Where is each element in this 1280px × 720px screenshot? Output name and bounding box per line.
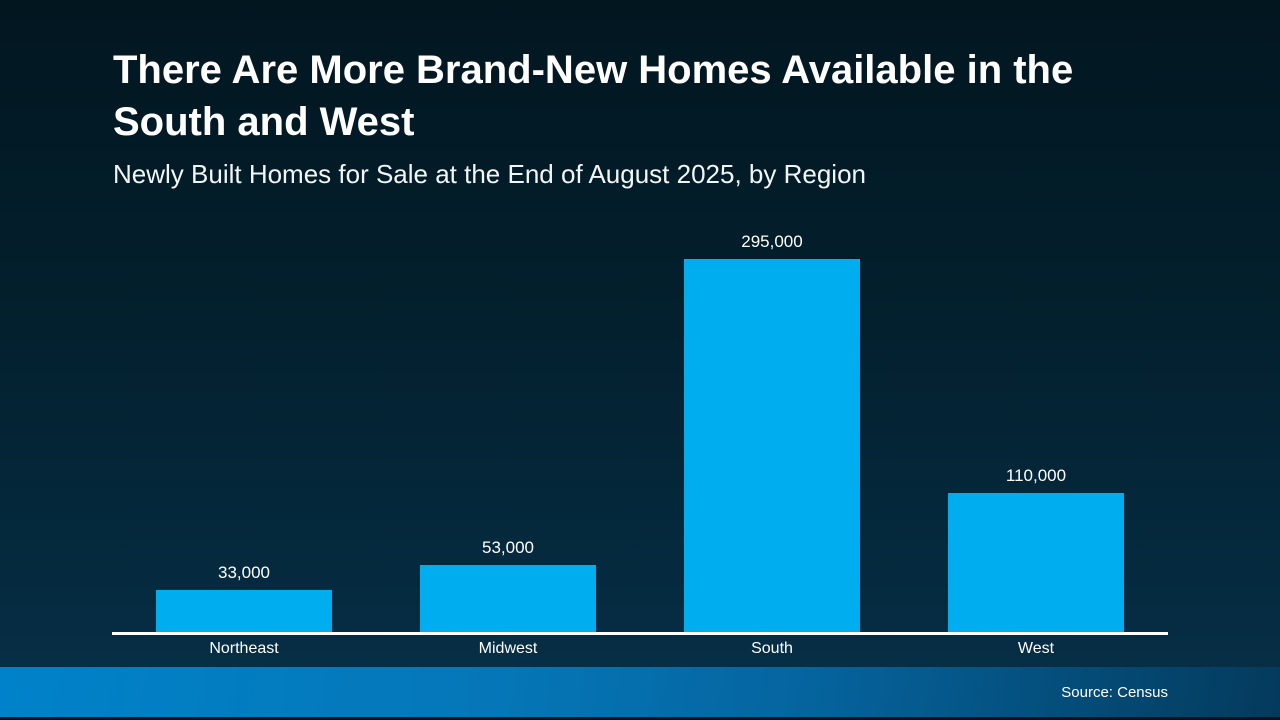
bar-value-label: 295,000 xyxy=(741,232,803,251)
bar-value-label: 53,000 xyxy=(482,538,534,557)
chart-title-line2: South and West xyxy=(113,100,415,144)
chart-subtitle: Newly Built Homes for Sale at the End of… xyxy=(113,159,866,189)
source-credit: Source: Census xyxy=(1061,683,1168,701)
x-axis-category-labels: Northeast Midwest South West xyxy=(112,640,1168,658)
chart-title: There Are More Brand-New Homes Available… xyxy=(113,44,1173,148)
chart-header: There Are More Brand-New Homes Available… xyxy=(113,44,1173,190)
bar-value-label: 33,000 xyxy=(218,563,270,582)
bar-column-west: 110,000 xyxy=(904,466,1168,632)
footer: Source: Census xyxy=(0,667,1280,720)
bar-west xyxy=(948,493,1124,632)
bar-column-south: 295,000 xyxy=(640,232,904,632)
bar-chart-plot-area: 33,000 53,000 295,000 110,000 xyxy=(112,200,1168,635)
bar-column-midwest: 53,000 xyxy=(376,538,640,632)
x-axis-label-midwest: Midwest xyxy=(478,640,538,657)
bar-south xyxy=(684,259,860,632)
bar-column-northeast: 33,000 xyxy=(112,563,376,632)
x-axis-label-south: South xyxy=(751,640,793,657)
chart-title-line1: There Are More Brand-New Homes Available… xyxy=(113,48,1074,92)
x-axis-label-northeast: Northeast xyxy=(209,640,279,657)
bar-value-label: 110,000 xyxy=(1005,466,1067,485)
footer-gradient-bar: Source: Census xyxy=(0,667,1280,717)
bar-midwest xyxy=(420,565,596,632)
x-axis-label-west: West xyxy=(1017,640,1055,657)
footer-bottom-edge xyxy=(0,717,1280,720)
bar-northeast xyxy=(156,590,332,632)
